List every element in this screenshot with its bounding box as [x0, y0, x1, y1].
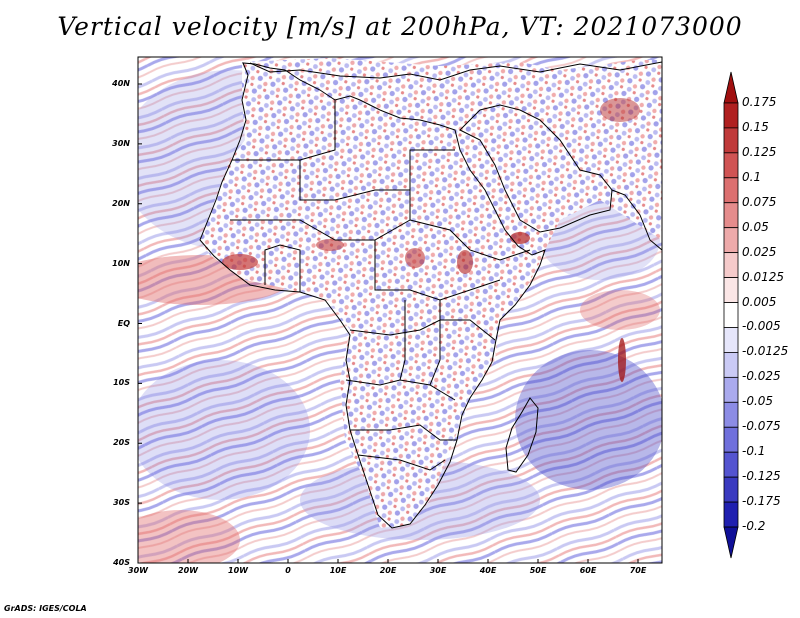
lon-tick-label: 60E: [579, 566, 597, 575]
colorbar-segment: [723, 127, 739, 154]
colorbar-segment: [723, 352, 739, 378]
colorbar-segment: [723, 252, 739, 278]
lon-tick-label: 20E: [379, 566, 397, 575]
colorbar-label: 0.005: [742, 294, 777, 309]
grads-credit: GrADS: IGES/COLA: [4, 604, 87, 613]
colorbar: [723, 71, 739, 559]
colorbar-segment: [723, 476, 739, 503]
colorbar-segment: [723, 177, 739, 204]
colorbar-label: -0.05: [742, 394, 774, 409]
colorbar-segment: [723, 227, 739, 254]
lat-tick-label: 40S: [113, 558, 130, 567]
vertical-velocity-field: [138, 57, 662, 563]
colorbar-label: -0.175: [742, 494, 781, 509]
colorbar-label: 0.075: [742, 194, 777, 209]
colorbar-label: 0.0125: [742, 269, 784, 284]
colorbar-label: 0.05: [742, 219, 769, 234]
colorbar-segment: [723, 426, 739, 453]
lon-tick-label: 10W: [228, 566, 248, 575]
colorbar-segment: [723, 327, 739, 353]
lon-tick-label: 10E: [329, 566, 347, 575]
lat-tick-label: 20N: [112, 198, 130, 208]
lat-tick-label: 20S: [113, 438, 130, 448]
coastlines: [199, 61, 662, 529]
colorbar-label: 0.125: [742, 144, 777, 159]
colorbar-segment: [723, 376, 739, 403]
lon-tick-label: 40E: [479, 566, 497, 575]
lat-tick-label: 30N: [112, 138, 130, 148]
colorbar-label: -0.0125: [742, 344, 789, 359]
lon-tick-label: 20W: [178, 566, 198, 575]
colorbar-segment: [723, 302, 739, 328]
colorbar-segment: [723, 202, 739, 229]
colorbar-label: -0.1: [742, 444, 766, 459]
lon-tick-label: 30E: [429, 566, 447, 575]
colorbar-segment: [723, 71, 739, 104]
colorbar-label: 0.175: [742, 94, 777, 109]
lon-tick-label: 30W: [128, 566, 148, 575]
colorbar-label: 0.1: [742, 169, 762, 184]
colorbar-label: -0.005: [742, 319, 781, 334]
colorbar-segment: [723, 152, 739, 179]
map-title: Vertical velocity [m/s] at 200hPa, VT: 2…: [57, 12, 743, 41]
lat-tick-label: 30S: [113, 498, 130, 508]
colorbar-label: -0.075: [742, 419, 781, 434]
lat-tick-label: 10S: [113, 378, 130, 388]
plot-frame: [137, 56, 663, 564]
colorbar-segment: [723, 526, 739, 559]
colorbar-label: -0.2: [742, 519, 766, 534]
colorbar-segment: [723, 102, 739, 129]
lon-tick-label: 0: [285, 566, 291, 575]
lon-tick-label: 50E: [529, 566, 547, 575]
lon-tick-label: 70E: [629, 566, 647, 575]
lat-tick-label: EQ: [117, 318, 130, 328]
colorbar-label: -0.025: [742, 369, 781, 384]
colorbar-segment: [723, 401, 739, 428]
colorbar-segment: [723, 451, 739, 478]
colorbar-label: 0.025: [742, 244, 777, 259]
colorbar-label: 0.15: [742, 119, 769, 134]
colorbar-segment: [723, 277, 739, 303]
colorbar-label: -0.125: [742, 469, 781, 484]
lat-tick-label: 40N: [112, 79, 130, 88]
lat-tick-label: 10N: [112, 258, 130, 268]
colorbar-segment: [723, 501, 739, 528]
